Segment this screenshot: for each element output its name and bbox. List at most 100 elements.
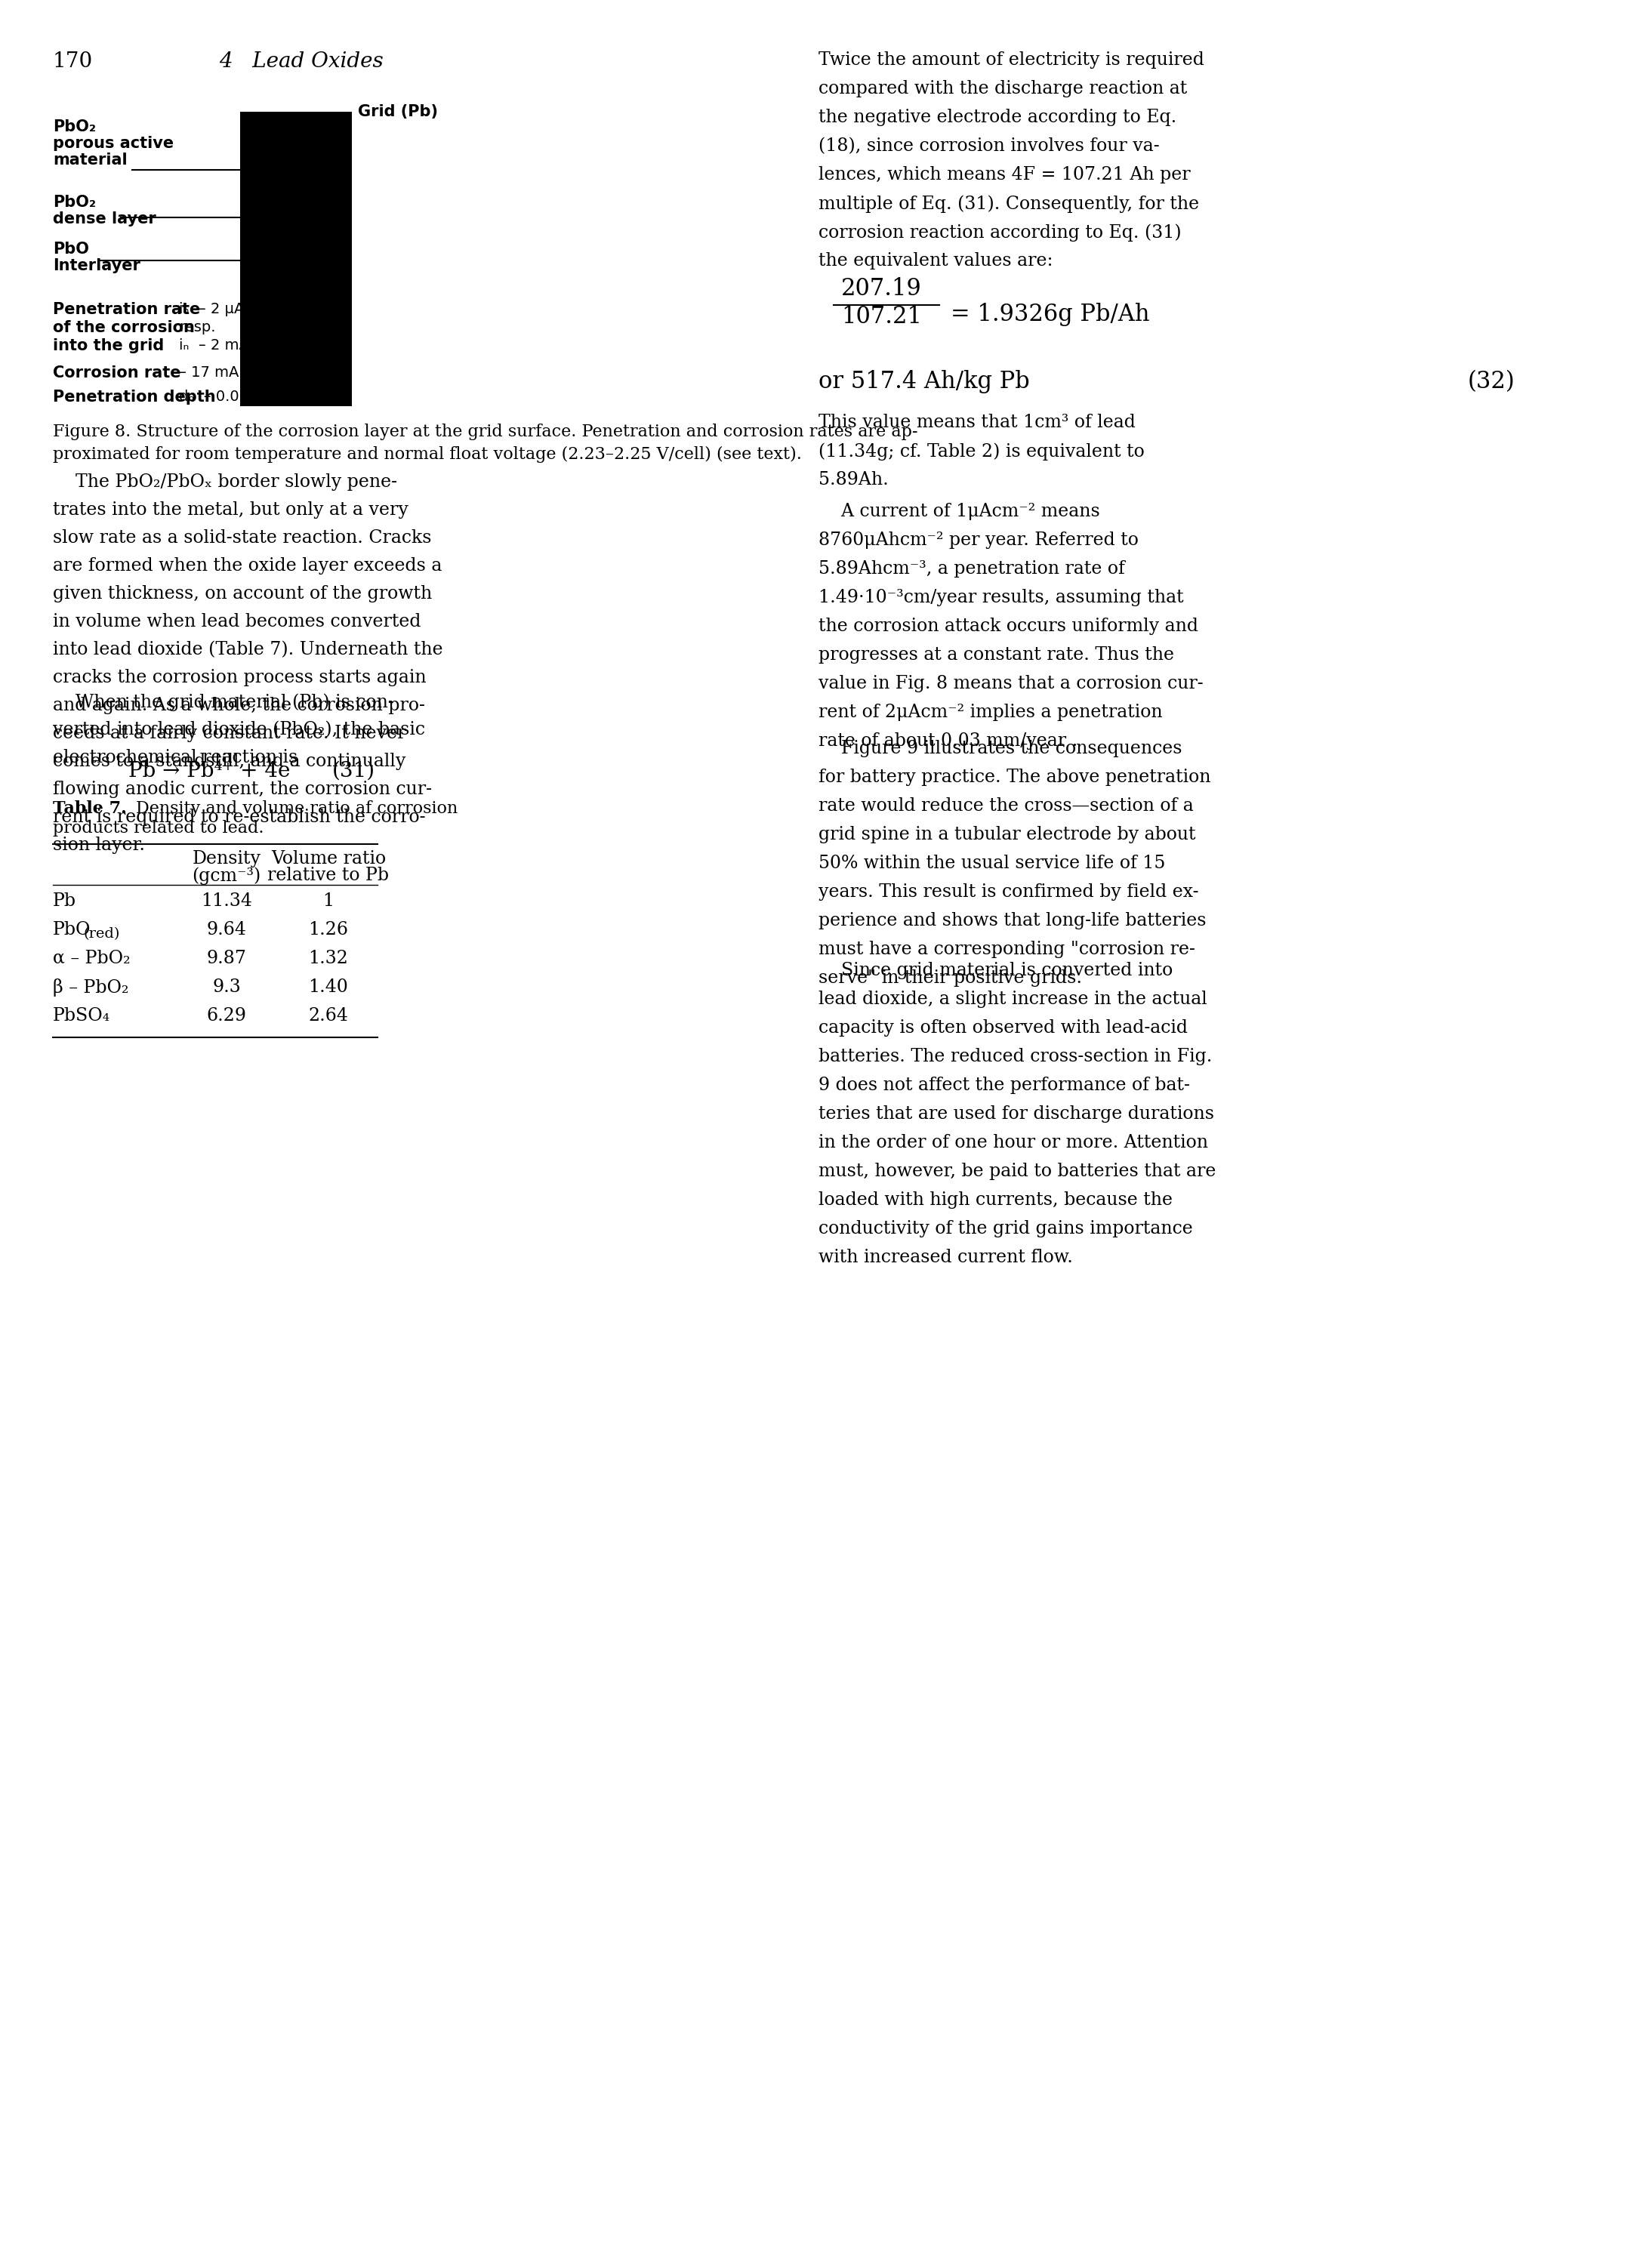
Text: cracks the corrosion process starts again: cracks the corrosion process starts agai… <box>52 669 426 687</box>
Text: for battery practice. The above penetration: for battery practice. The above penetrat… <box>818 769 1211 787</box>
Text: PbO₂: PbO₂ <box>52 195 97 211</box>
Text: 2.64: 2.64 <box>308 1007 349 1025</box>
Text: 1.49·10⁻³cm/year results, assuming that: 1.49·10⁻³cm/year results, assuming that <box>818 590 1184 606</box>
Text: verted into lead dioxide (PbO₂), the basic: verted into lead dioxide (PbO₂), the bas… <box>52 721 426 739</box>
Text: perience and shows that long-life batteries: perience and shows that long-life batter… <box>818 912 1206 930</box>
Text: – 17 mAN/cm² per year: – 17 mAN/cm² per year <box>178 365 350 379</box>
Text: 9.64: 9.64 <box>206 921 247 939</box>
Text: iₙ  – 2 mA/100Ah: iₙ – 2 mA/100Ah <box>178 338 301 352</box>
Text: value in Fig. 8 means that a corrosion cur-: value in Fig. 8 means that a corrosion c… <box>818 676 1203 692</box>
Text: batteries. The reduced cross-section in Fig.: batteries. The reduced cross-section in … <box>818 1048 1211 1066</box>
Text: Penetration depth: Penetration depth <box>52 390 216 404</box>
Text: 6.29: 6.29 <box>206 1007 247 1025</box>
Text: electrochemical reaction is: electrochemical reaction is <box>52 748 298 767</box>
Text: 170: 170 <box>52 52 93 73</box>
Text: (11.34g; cf. Table 2) is equivalent to: (11.34g; cf. Table 2) is equivalent to <box>818 442 1144 460</box>
Text: β – PbO₂: β – PbO₂ <box>52 978 129 996</box>
Text: Figure 8. Structure of the corrosion layer at the grid surface. Penetration and : Figure 8. Structure of the corrosion lay… <box>52 424 918 440</box>
Text: 11.34: 11.34 <box>201 891 252 909</box>
Text: material: material <box>52 152 128 168</box>
Text: Corrosion rate: Corrosion rate <box>52 365 180 381</box>
Text: (gcm⁻³): (gcm⁻³) <box>192 866 260 885</box>
Text: The PbO₂/PbOₓ border slowly pene-: The PbO₂/PbOₓ border slowly pene- <box>52 474 398 490</box>
Text: 9 does not affect the performance of bat-: 9 does not affect the performance of bat… <box>818 1077 1190 1093</box>
Text: slow rate as a solid-state reaction. Cracks: slow rate as a solid-state reaction. Cra… <box>52 528 432 547</box>
Text: or 517.4 Ah/kg Pb: or 517.4 Ah/kg Pb <box>818 370 1030 392</box>
Text: Table 7.: Table 7. <box>52 801 126 816</box>
Text: 207.19: 207.19 <box>841 277 922 299</box>
Text: 8760μAhcm⁻² per year. Referred to: 8760μAhcm⁻² per year. Referred to <box>818 531 1139 549</box>
Text: porous active: porous active <box>52 136 174 152</box>
Bar <box>241 111 352 406</box>
Text: rent is required to re-establish the corro-: rent is required to re-establish the cor… <box>52 810 426 826</box>
Text: 107.21: 107.21 <box>841 304 922 329</box>
Text: (red): (red) <box>83 928 120 941</box>
Text: products related to lead.: products related to lead. <box>52 821 264 837</box>
Text: ceeds at a fairly constant rate. It never: ceeds at a fairly constant rate. It neve… <box>52 726 406 742</box>
Text: = 1.9326g Pb/Ah: = 1.9326g Pb/Ah <box>951 304 1149 327</box>
Text: must, however, be paid to batteries that are: must, however, be paid to batteries that… <box>818 1163 1216 1179</box>
Text: the equivalent values are:: the equivalent values are: <box>818 252 1053 270</box>
Text: and again. As a whole, the corrosion pro-: and again. As a whole, the corrosion pro… <box>52 696 426 714</box>
Text: progresses at a constant rate. Thus the: progresses at a constant rate. Thus the <box>818 646 1174 665</box>
Text: Pb → Pb⁴⁺ + 4e⁻: Pb → Pb⁴⁺ + 4e⁻ <box>128 762 301 782</box>
Text: Grid (Pb): Grid (Pb) <box>359 104 439 120</box>
Text: serve" in their positive grids.: serve" in their positive grids. <box>818 968 1082 987</box>
Text: Density: Density <box>192 850 260 866</box>
Text: 4   Lead Oxides: 4 Lead Oxides <box>219 52 383 73</box>
Text: 1.26: 1.26 <box>308 921 349 939</box>
Text: the corrosion attack occurs uniformly and: the corrosion attack occurs uniformly an… <box>818 617 1198 635</box>
Text: conductivity of the grid gains importance: conductivity of the grid gains importanc… <box>818 1220 1193 1238</box>
Text: in volume when lead becomes converted: in volume when lead becomes converted <box>52 612 421 631</box>
Text: of the corrosion: of the corrosion <box>52 320 195 336</box>
Text: 5.89Ahcm⁻³, a penetration rate of: 5.89Ahcm⁻³, a penetration rate of <box>818 560 1125 578</box>
Text: A current of 1μAcm⁻² means: A current of 1μAcm⁻² means <box>818 503 1100 519</box>
Text: compared with the discharge reaction at: compared with the discharge reaction at <box>818 79 1187 98</box>
Text: (18), since corrosion involves four va-: (18), since corrosion involves four va- <box>818 138 1159 154</box>
Text: iₙ  – 2 μA/cm²: iₙ – 2 μA/cm² <box>178 302 278 315</box>
Text: rate would reduce the cross—section of a: rate would reduce the cross—section of a <box>818 798 1193 814</box>
Text: with increased current flow.: with increased current flow. <box>818 1250 1072 1266</box>
Text: Pb: Pb <box>52 891 77 909</box>
Text: grid spine in a tubular electrode by about: grid spine in a tubular electrode by abo… <box>818 826 1195 844</box>
Text: (31): (31) <box>332 762 375 782</box>
Text: lences, which means 4F = 107.21 Ah per: lences, which means 4F = 107.21 Ah per <box>818 166 1190 184</box>
Text: sion layer.: sion layer. <box>52 837 146 853</box>
Text: relative to Pb: relative to Pb <box>268 866 390 885</box>
Text: Penetration rate: Penetration rate <box>52 302 200 318</box>
Text: must have a corresponding "corrosion re-: must have a corresponding "corrosion re- <box>818 941 1195 957</box>
Text: into lead dioxide (Table 7). Underneath the: into lead dioxide (Table 7). Underneath … <box>52 642 444 658</box>
Text: the negative electrode according to Eq.: the negative electrode according to Eq. <box>818 109 1177 127</box>
Text: When the grid material (Pb) is con-: When the grid material (Pb) is con- <box>52 694 395 710</box>
Text: This value means that 1cm³ of lead: This value means that 1cm³ of lead <box>818 413 1136 431</box>
Text: years. This result is confirmed by field ex-: years. This result is confirmed by field… <box>818 882 1198 900</box>
Text: Twice the amount of electricity is required: Twice the amount of electricity is requi… <box>818 52 1205 68</box>
Text: 5.89Ah.: 5.89Ah. <box>818 472 889 488</box>
Text: resp.: resp. <box>178 320 216 333</box>
Text: into the grid: into the grid <box>52 338 164 354</box>
Text: Since grid material is converted into: Since grid material is converted into <box>818 962 1172 980</box>
Text: dense layer: dense layer <box>52 211 156 227</box>
Text: 9.87: 9.87 <box>206 950 247 966</box>
Text: Density and volume ratio af corrosion: Density and volume ratio af corrosion <box>136 801 458 816</box>
Text: proximated for room temperature and normal float voltage (2.23–2.25 V/cell) (see: proximated for room temperature and norm… <box>52 447 802 463</box>
Text: 1.40: 1.40 <box>308 978 349 996</box>
Text: in the order of one hour or more. Attention: in the order of one hour or more. Attent… <box>818 1134 1208 1152</box>
Text: Volume ratio: Volume ratio <box>272 850 386 866</box>
Text: corrosion reaction according to Eq. (31): corrosion reaction according to Eq. (31) <box>818 225 1182 240</box>
Text: 1.32: 1.32 <box>308 950 349 966</box>
Text: given thickness, on account of the growth: given thickness, on account of the growt… <box>52 585 432 603</box>
Text: Interlayer: Interlayer <box>52 259 141 274</box>
Text: (32): (32) <box>1468 370 1516 392</box>
Text: rent of 2μAcm⁻² implies a penetration: rent of 2μAcm⁻² implies a penetration <box>818 703 1162 721</box>
Text: Figure 9 illustrates the consequences: Figure 9 illustrates the consequences <box>818 739 1182 758</box>
Text: trates into the metal, but only at a very: trates into the metal, but only at a ver… <box>52 501 408 519</box>
Text: PbO₂: PbO₂ <box>52 120 97 134</box>
Text: 50% within the usual service life of 15: 50% within the usual service life of 15 <box>818 855 1166 871</box>
Text: are formed when the oxide layer exceeds a: are formed when the oxide layer exceeds … <box>52 558 442 574</box>
Text: lead dioxide, a slight increase in the actual: lead dioxide, a slight increase in the a… <box>818 991 1206 1007</box>
Text: PbO: PbO <box>52 921 92 939</box>
Text: dₙ  – 0.03 mm/year: dₙ – 0.03 mm/year <box>178 390 319 404</box>
Text: comes to a standstill, and a continually: comes to a standstill, and a continually <box>52 753 406 771</box>
Text: multiple of Eq. (31). Consequently, for the: multiple of Eq. (31). Consequently, for … <box>818 195 1200 213</box>
